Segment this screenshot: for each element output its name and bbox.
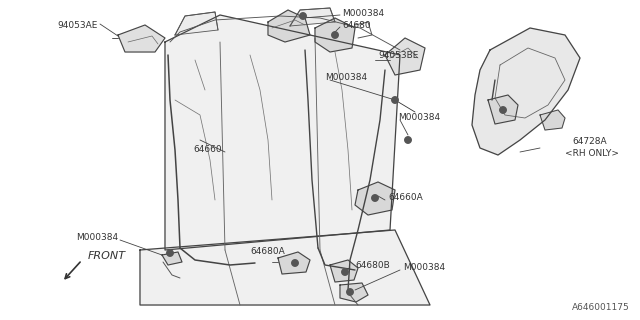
Text: M000384: M000384 (398, 114, 440, 123)
Polygon shape (118, 25, 165, 52)
Text: M000384: M000384 (403, 263, 445, 273)
Text: 64660: 64660 (193, 146, 222, 155)
Circle shape (166, 250, 173, 257)
Text: M000384: M000384 (325, 74, 367, 83)
Text: 64680A: 64680A (250, 247, 285, 257)
Circle shape (291, 260, 298, 267)
Text: M000384: M000384 (76, 234, 118, 243)
Polygon shape (488, 95, 518, 124)
Polygon shape (140, 230, 430, 305)
Polygon shape (175, 12, 218, 35)
Text: A646001175: A646001175 (572, 303, 630, 312)
Circle shape (300, 12, 307, 20)
Text: <RH ONLY>: <RH ONLY> (565, 149, 619, 158)
Polygon shape (540, 110, 565, 130)
Polygon shape (268, 10, 310, 42)
Circle shape (404, 137, 412, 143)
Text: 94053AE: 94053AE (58, 21, 98, 30)
Circle shape (332, 31, 339, 38)
Circle shape (346, 289, 353, 295)
Text: 64728A: 64728A (572, 138, 607, 147)
Polygon shape (165, 15, 400, 250)
Text: 64680: 64680 (342, 21, 371, 30)
Circle shape (392, 97, 399, 103)
Circle shape (371, 195, 378, 202)
Polygon shape (355, 182, 395, 215)
Polygon shape (290, 8, 335, 26)
Polygon shape (278, 252, 310, 274)
Polygon shape (340, 283, 368, 302)
Polygon shape (385, 38, 425, 75)
Text: M000384: M000384 (342, 9, 384, 18)
Polygon shape (330, 260, 358, 282)
Text: FRONT: FRONT (88, 251, 126, 261)
Circle shape (499, 107, 506, 114)
Text: 64680B: 64680B (355, 261, 390, 270)
Text: 64660A: 64660A (388, 194, 423, 203)
Polygon shape (315, 18, 355, 52)
Circle shape (342, 268, 349, 276)
Polygon shape (472, 28, 580, 155)
Polygon shape (162, 252, 182, 265)
Text: 94053BE: 94053BE (378, 52, 419, 60)
